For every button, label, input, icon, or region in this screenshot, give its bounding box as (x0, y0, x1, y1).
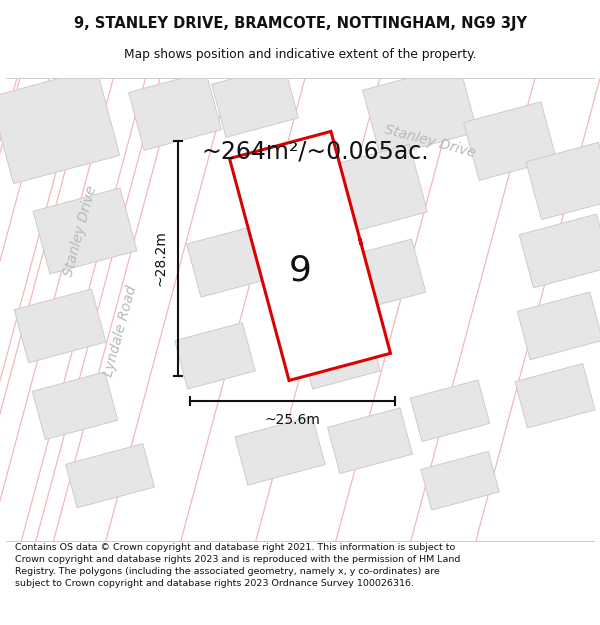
Polygon shape (212, 65, 298, 138)
Polygon shape (328, 408, 412, 474)
Polygon shape (65, 444, 154, 508)
Polygon shape (464, 102, 556, 181)
Text: 9: 9 (289, 254, 311, 288)
Polygon shape (33, 188, 137, 274)
Polygon shape (235, 416, 325, 485)
Polygon shape (362, 64, 478, 158)
Polygon shape (334, 239, 426, 312)
Text: 9, STANLEY DRIVE, BRAMCOTE, NOTTINGHAM, NG9 3JY: 9, STANLEY DRIVE, BRAMCOTE, NOTTINGHAM, … (74, 16, 527, 31)
Polygon shape (519, 214, 600, 288)
Text: Contains OS data © Crown copyright and database right 2021. This information is : Contains OS data © Crown copyright and d… (15, 543, 460, 588)
Polygon shape (230, 131, 391, 381)
Text: ~28.2m: ~28.2m (154, 231, 168, 286)
Polygon shape (526, 142, 600, 219)
Text: ~25.6m: ~25.6m (265, 412, 320, 427)
Text: Map shows position and indicative extent of the property.: Map shows position and indicative extent… (124, 48, 476, 61)
Polygon shape (0, 68, 120, 184)
Polygon shape (14, 289, 106, 362)
Polygon shape (313, 144, 427, 238)
Polygon shape (515, 364, 595, 428)
Text: ~264m²/~0.065ac.: ~264m²/~0.065ac. (201, 139, 429, 163)
Text: Stanley Drive: Stanley Drive (383, 122, 477, 160)
Polygon shape (410, 380, 490, 441)
Polygon shape (32, 372, 118, 439)
Polygon shape (175, 322, 255, 389)
Polygon shape (517, 292, 600, 359)
Polygon shape (128, 72, 221, 151)
Text: Stanley Drive: Stanley Drive (61, 184, 99, 278)
Polygon shape (187, 225, 274, 297)
Polygon shape (300, 322, 380, 389)
Text: Lyndale Road: Lyndale Road (101, 284, 139, 378)
Polygon shape (421, 451, 499, 510)
